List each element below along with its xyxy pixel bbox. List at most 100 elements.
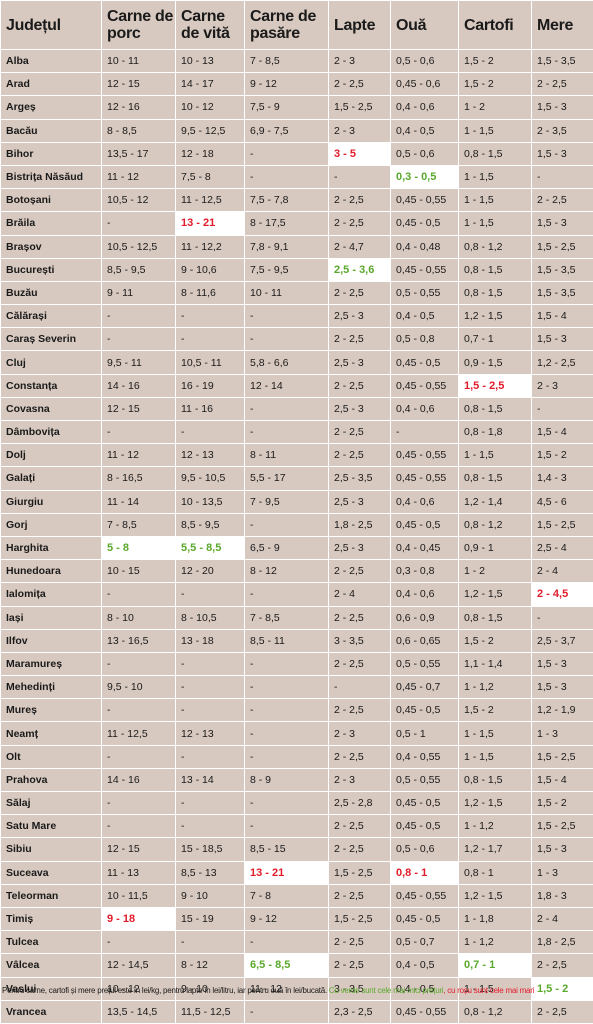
milk-price: 2,5 - 3,6 bbox=[329, 258, 391, 281]
milk-price: 2,5 - 3 bbox=[329, 397, 391, 420]
milk-price: 1,8 - 2,5 bbox=[329, 513, 391, 536]
pork-price: 12 - 15 bbox=[102, 73, 176, 96]
eggs-price: 0,4 - 0,5 bbox=[391, 954, 459, 977]
poultry-price: 6,5 - 8,5 bbox=[245, 954, 329, 977]
apples-price: 1,5 - 3 bbox=[532, 328, 593, 351]
potatoes-price: 1 - 1,5 bbox=[459, 722, 532, 745]
milk-price: 2 - 2,5 bbox=[329, 954, 391, 977]
potatoes-price: 0,9 - 1 bbox=[459, 536, 532, 559]
beef-price: 10,5 - 11 bbox=[176, 351, 245, 374]
potatoes-price: 1 - 2 bbox=[459, 560, 532, 583]
beef-price: 8 - 10,5 bbox=[176, 606, 245, 629]
beef-price: - bbox=[176, 699, 245, 722]
apples-price: 1,5 - 2,5 bbox=[532, 235, 593, 258]
milk-price: 2 - 4,7 bbox=[329, 235, 391, 258]
milk-price: 2 - 2,5 bbox=[329, 281, 391, 304]
pork-price: 9 - 18 bbox=[102, 907, 176, 930]
pork-price: - bbox=[102, 328, 176, 351]
pork-price: 8,5 - 9,5 bbox=[102, 258, 176, 281]
eggs-price: 0,4 - 0,6 bbox=[391, 490, 459, 513]
county-name: Timiș bbox=[1, 907, 102, 930]
pork-price: 11 - 12,5 bbox=[102, 722, 176, 745]
potatoes-price: 0,8 - 1,5 bbox=[459, 258, 532, 281]
potatoes-price: 0,8 - 1,2 bbox=[459, 513, 532, 536]
poultry-price: - bbox=[245, 745, 329, 768]
potatoes-price: 0,8 - 1 bbox=[459, 861, 532, 884]
apples-price: 2 - 4 bbox=[532, 907, 593, 930]
milk-price: 2 - 3 bbox=[329, 768, 391, 791]
pork-price: 10,5 - 12,5 bbox=[102, 235, 176, 258]
county-name: Brașov bbox=[1, 235, 102, 258]
potatoes-price: 0,9 - 1,5 bbox=[459, 351, 532, 374]
pork-price: 10,5 - 12 bbox=[102, 189, 176, 212]
eggs-price: 0,3 - 0,5 bbox=[391, 165, 459, 188]
county-name: Brăila bbox=[1, 212, 102, 235]
beef-price: 8 - 11,6 bbox=[176, 281, 245, 304]
pork-price: 5 - 8 bbox=[102, 536, 176, 559]
potatoes-price: 1,2 - 1,5 bbox=[459, 792, 532, 815]
county-name: Suceava bbox=[1, 861, 102, 884]
milk-price: 2 - 2,5 bbox=[329, 745, 391, 768]
poultry-price: 7 - 8,5 bbox=[245, 606, 329, 629]
eggs-price: 0,5 - 0,6 bbox=[391, 142, 459, 165]
milk-price: 2 - 3 bbox=[329, 722, 391, 745]
apples-price: 1,5 - 3 bbox=[532, 838, 593, 861]
pork-price: - bbox=[102, 583, 176, 606]
poultry-price: 6,5 - 9 bbox=[245, 536, 329, 559]
milk-price: 1,5 - 2,5 bbox=[329, 861, 391, 884]
price-table-page: Județul Carne de porc Carne de vită Carn… bbox=[0, 0, 593, 1000]
pork-price: 13,5 - 17 bbox=[102, 142, 176, 165]
beef-price: 11 - 12,5 bbox=[176, 189, 245, 212]
pork-price: - bbox=[102, 652, 176, 675]
county-name: Arad bbox=[1, 73, 102, 96]
county-name: Sălaj bbox=[1, 792, 102, 815]
potatoes-price: 1 - 1,5 bbox=[459, 165, 532, 188]
beef-price: 12 - 18 bbox=[176, 142, 245, 165]
eggs-price: 0,45 - 0,5 bbox=[391, 907, 459, 930]
beef-price: 9 - 10 bbox=[176, 884, 245, 907]
eggs-price: 0,45 - 0,7 bbox=[391, 676, 459, 699]
pork-price: - bbox=[102, 699, 176, 722]
county-name: Călărași bbox=[1, 305, 102, 328]
beef-price: 11 - 12,2 bbox=[176, 235, 245, 258]
eggs-price: 0,4 - 0,6 bbox=[391, 96, 459, 119]
eggs-price: 0,45 - 0,6 bbox=[391, 73, 459, 96]
county-name: Argeș bbox=[1, 96, 102, 119]
county-name: Bistrița Năsăud bbox=[1, 165, 102, 188]
pork-price: 11 - 12 bbox=[102, 444, 176, 467]
pork-price: 13 - 16,5 bbox=[102, 629, 176, 652]
poultry-price: - bbox=[245, 305, 329, 328]
county-name: Cluj bbox=[1, 351, 102, 374]
eggs-price: 0,5 - 0,6 bbox=[391, 838, 459, 861]
county-name: Buzău bbox=[1, 281, 102, 304]
milk-price: 3 - 3,5 bbox=[329, 629, 391, 652]
pork-price: 7 - 8,5 bbox=[102, 513, 176, 536]
poultry-price: 7,8 - 9,1 bbox=[245, 235, 329, 258]
potatoes-price: 0,8 - 1,5 bbox=[459, 281, 532, 304]
beef-price: 9,5 - 12,5 bbox=[176, 119, 245, 142]
beef-price: 8 - 12 bbox=[176, 954, 245, 977]
header-potatoes: Cartofi bbox=[459, 1, 532, 50]
potatoes-price: 0,8 - 1,2 bbox=[459, 1000, 532, 1023]
county-name: Botoșani bbox=[1, 189, 102, 212]
potatoes-price: 1 - 1,5 bbox=[459, 189, 532, 212]
beef-price: - bbox=[176, 652, 245, 675]
apples-price: 2 - 2,5 bbox=[532, 954, 593, 977]
eggs-price: 0,45 - 0,5 bbox=[391, 815, 459, 838]
beef-price: 11,5 - 12,5 bbox=[176, 1000, 245, 1023]
